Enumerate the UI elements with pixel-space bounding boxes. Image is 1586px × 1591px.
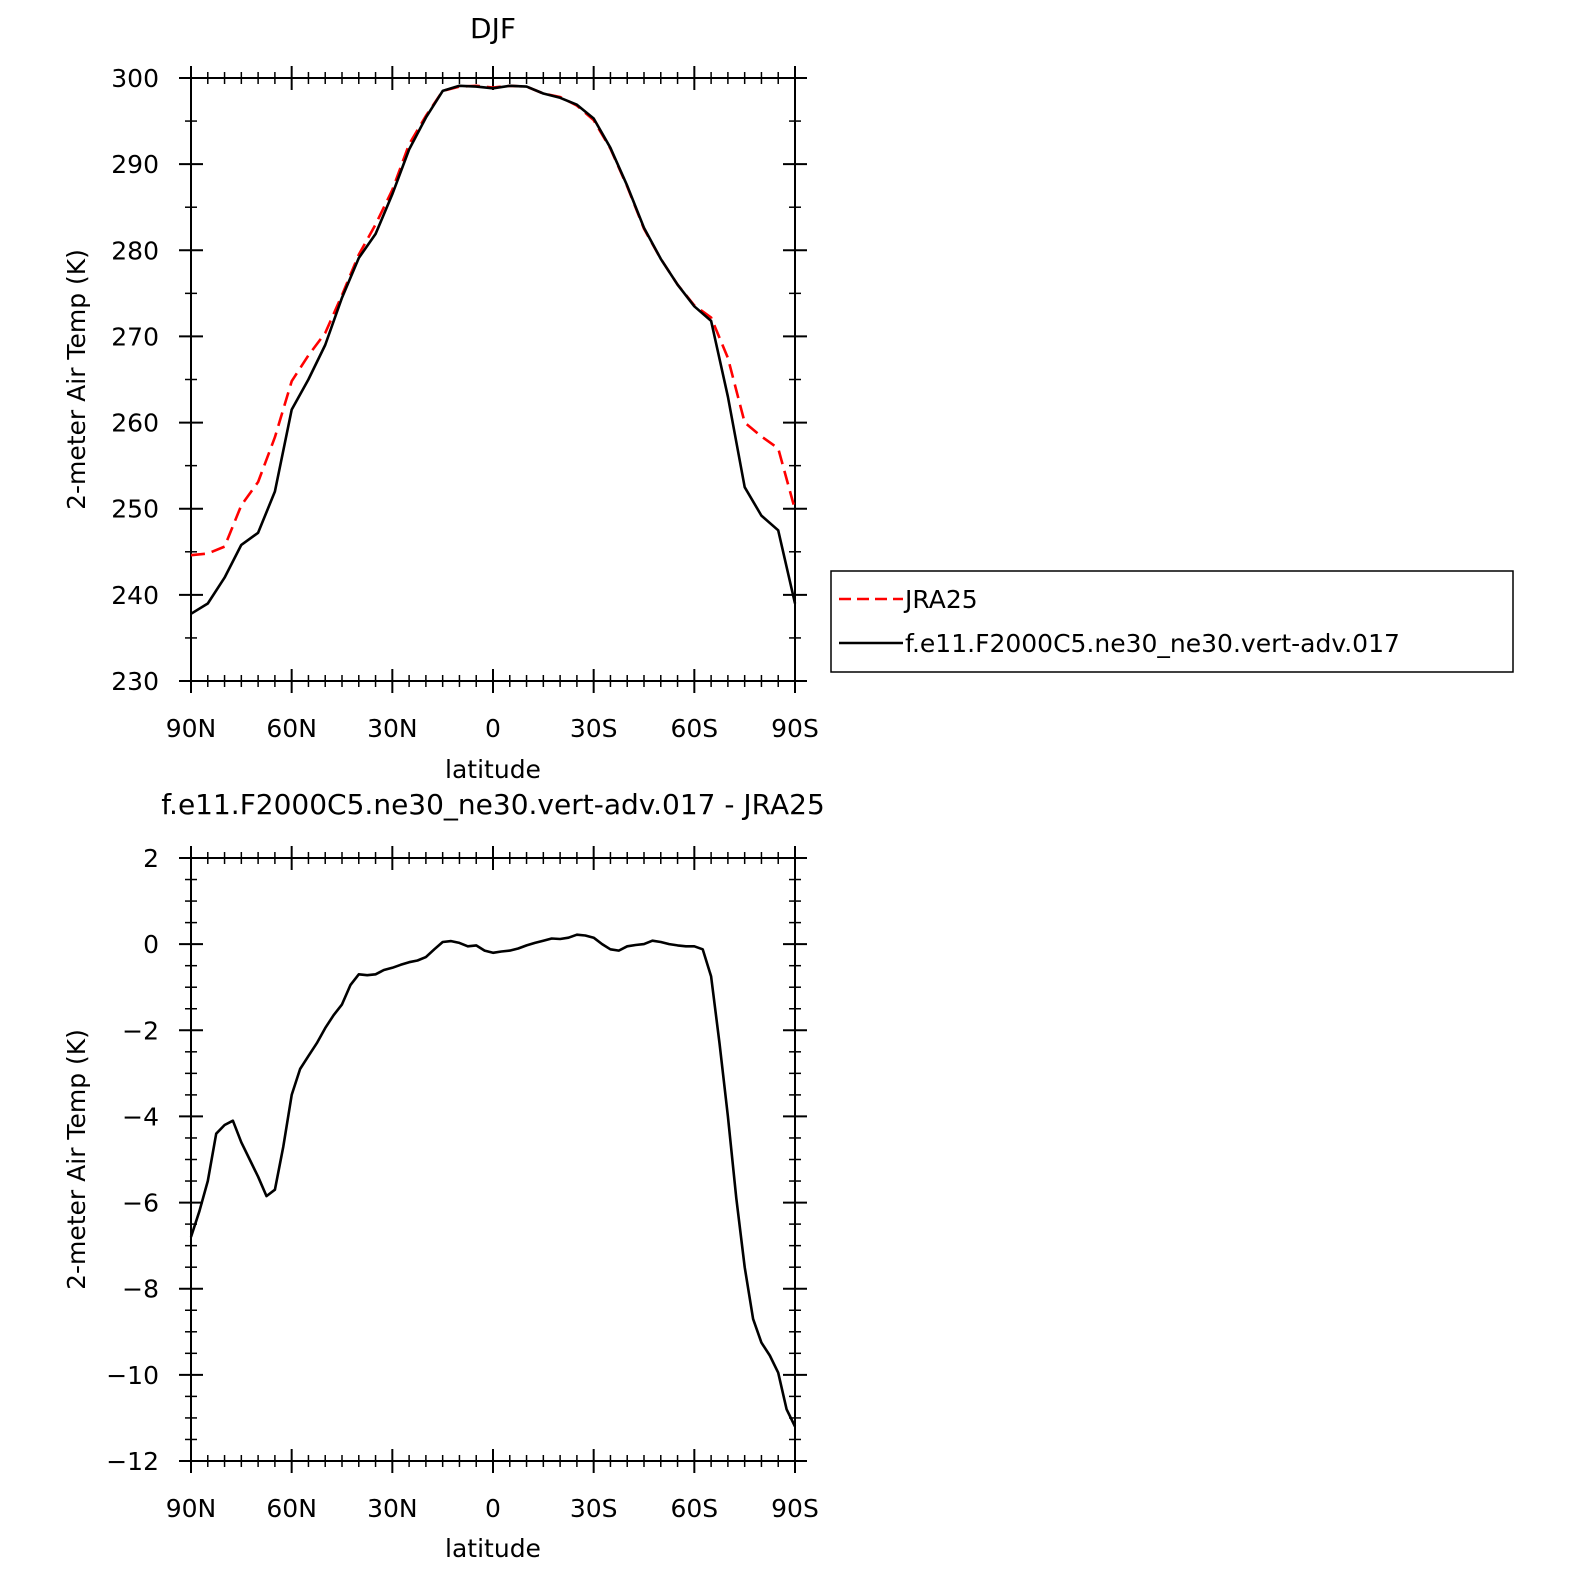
x-tick-label: 60S	[670, 714, 718, 743]
x-tick-label: 90S	[771, 1494, 819, 1523]
legend-frame	[830, 570, 1514, 673]
series-line-2	[190, 84, 797, 615]
y-tick-label: 230	[111, 667, 159, 696]
y-tick-label: 0	[143, 930, 159, 959]
legend-label: f.e11.F2000C5.ne30_ne30.vert-adv.017	[905, 629, 1400, 658]
legend-label: JRA25	[903, 585, 978, 614]
x-tick-label: 60N	[266, 714, 317, 743]
x-tick-label: 60N	[266, 1494, 317, 1523]
y-tick-label: −4	[122, 1102, 159, 1131]
x-axis-label: latitude	[445, 755, 541, 784]
series-line-1	[189, 933, 797, 1428]
y-tick-label: 260	[111, 409, 159, 438]
x-tick-label: 30S	[570, 1494, 618, 1523]
x-tick-label: 60S	[670, 1494, 718, 1523]
chart-panel-2: 90N 60N 30N 0 30S 60S 90S −12 −10 −8 −6 −4 −2 0 2f.e11…	[62, 788, 825, 1563]
x-axis-label: latitude	[445, 1534, 541, 1563]
y-tick-label: −8	[122, 1275, 159, 1304]
y-tick-label: 240	[111, 581, 159, 610]
y-tick-label: 2	[143, 844, 159, 873]
x-tick-label: 0	[485, 1494, 501, 1523]
x-tick-label: 30S	[570, 714, 618, 743]
y-axis-label: 2-meter Air Temp (K)	[62, 1029, 91, 1290]
chart-title: DJF	[470, 12, 516, 45]
x-tick-label: 90S	[771, 714, 819, 743]
x-tick-label: 30N	[367, 1494, 418, 1523]
x-tick-label: 0	[485, 714, 501, 743]
y-axis-label: 2-meter Air Temp (K)	[62, 249, 91, 510]
chart-title: f.e11.F2000C5.ne30_ne30.vert-adv.017 - J…	[161, 788, 825, 821]
y-tick-label: 290	[111, 150, 159, 179]
y-tick-label: −6	[122, 1189, 159, 1218]
y-tick-label: 250	[111, 495, 159, 524]
x-tick-label: 30N	[367, 714, 418, 743]
y-tick-label: −10	[106, 1361, 159, 1390]
chart-panel-1: 90N 60N 30N 0 30S 60S 90S 230 240 250 260 270 280 290…	[62, 12, 1514, 784]
x-tick-label: 90N	[166, 1494, 217, 1523]
y-tick-label: −2	[122, 1016, 159, 1045]
y-tick-label: 280	[111, 236, 159, 265]
y-tick-label: −12	[106, 1447, 159, 1476]
y-tick-label: 270	[111, 322, 159, 351]
legend: JRA25 f.e11.F2000C5.ne30_ne30.vert-adv.01…	[830, 570, 1514, 673]
x-tick-label: 90N	[166, 714, 217, 743]
y-tick-label: 300	[111, 64, 159, 93]
